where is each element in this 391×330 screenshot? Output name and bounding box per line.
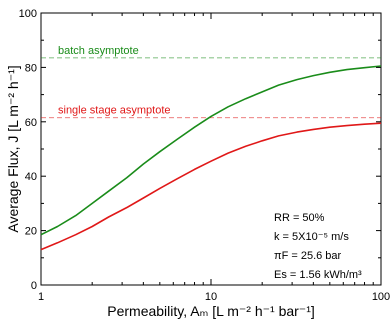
y-tick-label-2: 40: [25, 171, 37, 183]
series-line-single-stage: [40, 122, 382, 251]
x-tick-label-1: 10: [205, 291, 217, 303]
series-line-batch: [40, 65, 382, 236]
x-tick-label-0: 1: [38, 291, 44, 303]
asymptote-label-1: single stage asymptote: [58, 105, 171, 117]
param-rr: RR = 50%: [274, 212, 325, 224]
y-tick-label-5: 100: [19, 8, 37, 20]
y-tick-label-4: 80: [25, 62, 37, 74]
param-pif: πF = 25.6 bar: [274, 250, 342, 262]
y-tick-label-1: 20: [25, 226, 37, 238]
x-axis-label: Permeability, Aₘ [L m⁻² h⁻¹ bar⁻¹]: [107, 303, 315, 319]
asymptote-layer: batch asymptote single stage asymptote: [41, 45, 381, 119]
param-k: k = 5X10⁻⁵ m/s: [274, 231, 349, 243]
param-es: Es = 1.56 kWh/m³: [274, 269, 362, 281]
parameter-box: RR = 50% k = 5X10⁻⁵ m/s πF = 25.6 bar Es…: [274, 212, 362, 281]
series-layer: [40, 65, 382, 251]
x-tick-label-2: 100: [372, 291, 390, 303]
y-tick-label-0: 0: [31, 280, 37, 292]
tick-layer: 0 20 40 60 80 100 1 10 100: [19, 8, 391, 303]
y-axis-label: Average Flux, J [L m⁻² h⁻¹]: [5, 65, 21, 232]
asymptote-label-0: batch asymptote: [58, 45, 139, 57]
y-tick-label-3: 60: [25, 117, 37, 129]
